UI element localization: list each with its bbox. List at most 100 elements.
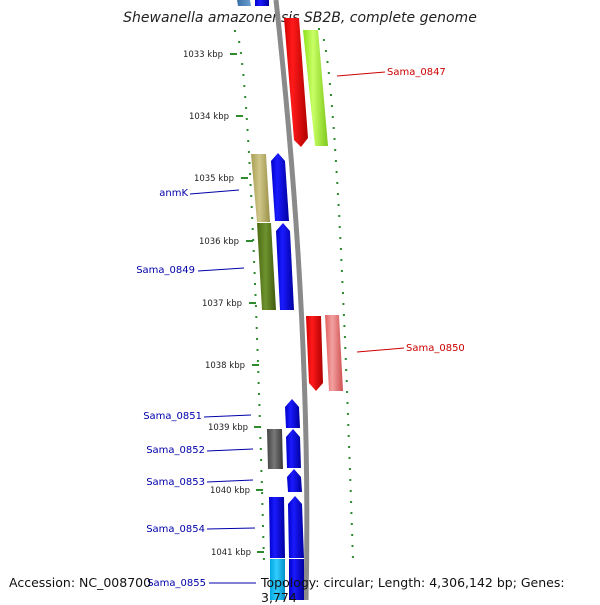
outer-guide-dot: [334, 160, 337, 162]
outer-guide-dot: [347, 435, 350, 437]
inner-guide-dot: [253, 261, 256, 263]
tick-label-1040: 1040 kbp: [210, 486, 250, 496]
gene-label-sama-0852[interactable]: Sama_0852: [146, 445, 205, 456]
gene-sama-0850[interactable]: [306, 316, 323, 391]
outer-guide-dot: [347, 424, 350, 426]
inner-guide-dot: [249, 173, 252, 175]
tick-label-1034: 1034 kbp: [189, 112, 229, 122]
gene-label-sama-0854[interactable]: Sama_0854: [146, 524, 205, 535]
outer-guide-dot: [348, 446, 351, 448]
clipped-feature-blue: [255, 0, 269, 6]
outer-guide-dot: [338, 215, 341, 217]
gene-label-anmk[interactable]: anmK: [159, 188, 188, 199]
inner-guide-dot: [247, 140, 250, 142]
outer-guide-dot: [351, 534, 354, 536]
ruler-tick-mark: [249, 302, 256, 304]
inner-guide-dot: [252, 250, 255, 252]
outer-guide-dot: [350, 523, 353, 525]
tick-label-1038: 1038 kbp: [205, 361, 245, 371]
outer-guide-dot: [330, 105, 333, 107]
outer-guide-dot: [343, 325, 346, 327]
gene-label-sama-0855[interactable]: Sama_0855: [147, 578, 206, 589]
inner-guide-dot: [254, 294, 257, 296]
gene-sama-0853[interactable]: [287, 469, 302, 492]
inner-guide-dot: [256, 338, 259, 340]
gene-label-sama-0851[interactable]: Sama_0851: [143, 411, 202, 422]
gene-sama-0855[interactable]: [289, 559, 304, 600]
tick-label-1037: 1037 kbp: [202, 299, 242, 309]
outer-guide-dot: [331, 116, 334, 118]
inner-guide-dot: [252, 239, 255, 241]
tick-label-1036: 1036 kbp: [199, 237, 239, 247]
inner-guide-dot: [242, 74, 245, 76]
inner-guide-dot: [248, 162, 251, 164]
ruler-tick-mark: [256, 489, 263, 491]
inner-guide-dot: [262, 547, 265, 549]
inner-guide-dot: [238, 41, 241, 43]
inner-guide-dot: [239, 52, 242, 54]
gene-sama-0847[interactable]: [284, 18, 308, 147]
inner-guide-dot: [259, 448, 262, 450]
feature-olive-0849: [257, 223, 276, 310]
inner-guide-dot: [261, 503, 264, 505]
outer-guide-dot: [330, 94, 332, 96]
gene-label-sama-0853[interactable]: Sama_0853: [146, 477, 205, 488]
tick-label-1041: 1041 kbp: [211, 548, 251, 558]
inner-guide-dot: [255, 316, 258, 318]
outer-guide-dot: [327, 72, 330, 74]
ruler-tick-mark: [246, 240, 253, 242]
outer-guide-dot: [342, 314, 345, 316]
inner-guide-dot: [255, 327, 258, 329]
inner-guide-dot: [251, 228, 254, 230]
inner-guide-dot: [258, 415, 261, 417]
inner-guide-dot: [251, 217, 254, 219]
outer-guide-dot: [339, 237, 342, 239]
outer-guide-dot: [342, 292, 344, 294]
ruler-labels: 1033 kbp 1034 kbp 1035 kbp 1036 kbp 1037…: [183, 50, 251, 558]
accession-text: Accession: NC_008700: [9, 575, 152, 590]
inner-guide-dot: [258, 404, 261, 406]
gene-sama-0854[interactable]: [288, 496, 304, 558]
inner-guide-dot: [247, 151, 250, 153]
outer-guide-dot: [336, 193, 339, 195]
inner-guide-dot: [262, 525, 264, 527]
outer-guide-dot: [351, 556, 354, 558]
ruler-tick-mark: [254, 426, 261, 428]
gene-sama-0851[interactable]: [285, 399, 300, 428]
outer-guide-dot: [350, 512, 353, 514]
feature-cyan-0855: [270, 559, 285, 600]
inner-guide-dot: [245, 118, 248, 120]
inner-guide-dot: [258, 393, 260, 395]
outer-guide-dot: [345, 380, 348, 382]
inner-guide-dot: [243, 85, 246, 87]
gene-features: [237, 0, 343, 600]
inner-guide-dot: [254, 283, 256, 285]
ruler-ticks: [230, 53, 264, 553]
guide-rings: [234, 28, 354, 560]
inner-guide-dot: [246, 129, 249, 131]
outer-guide-dot: [343, 336, 346, 338]
gene-label-sama-0849[interactable]: Sama_0849: [136, 265, 195, 276]
gene-label-sama-0850[interactable]: Sama_0850: [406, 343, 465, 354]
feature-pink-0850: [325, 315, 343, 391]
genome-summary: Topology: circular; Length: 4,306,142 bp…: [261, 575, 565, 605]
outer-guide-dot: [346, 402, 349, 404]
inner-guide-dot: [234, 30, 236, 32]
inner-guide-dot: [249, 184, 252, 186]
outer-guide-dot: [351, 545, 354, 547]
inner-guide-dot: [257, 382, 260, 384]
gene-sama-0852[interactable]: [286, 429, 301, 468]
gene-label-sama-0847[interactable]: Sama_0847: [387, 67, 446, 78]
outer-guide-dot: [339, 248, 342, 250]
inner-guide-dot: [250, 195, 253, 197]
gene-anmk[interactable]: [271, 153, 289, 221]
outer-guide-dot: [349, 479, 352, 481]
outer-guide-dot: [348, 468, 351, 470]
outer-guide-dot: [328, 83, 331, 85]
outer-guide-dot: [333, 138, 336, 140]
inner-guide-dot: [262, 536, 265, 538]
inner-guide-dot: [260, 459, 263, 461]
gene-sama-0849[interactable]: [276, 223, 294, 310]
ruler-tick-mark: [230, 53, 237, 55]
tick-label-1033: 1033 kbp: [183, 50, 223, 60]
